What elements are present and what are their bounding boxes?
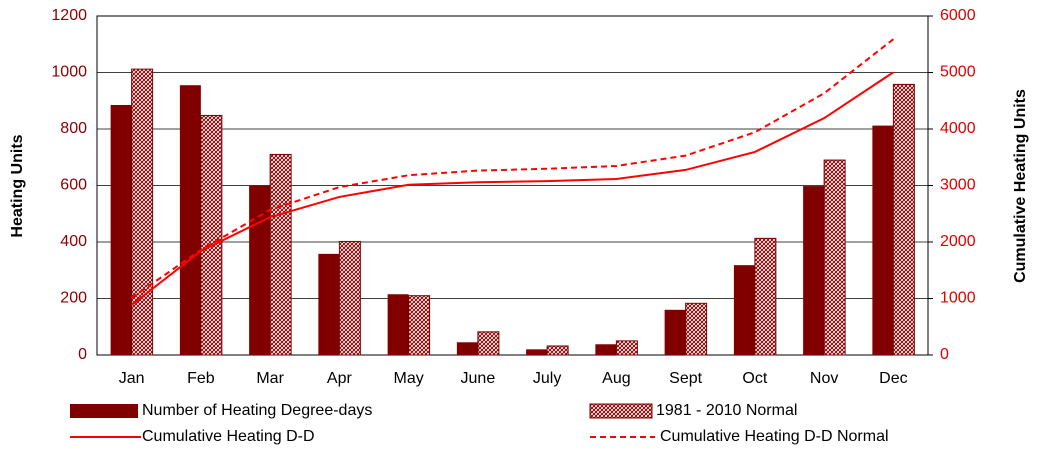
y-tick-label: 0	[78, 346, 87, 363]
y2-tick-label: 1000	[940, 290, 976, 307]
bar	[685, 302, 708, 356]
x-tick-label: Jan	[119, 370, 145, 387]
y-tick-label: 800	[60, 120, 87, 137]
bar	[823, 159, 846, 356]
y2-tick-label: 3000	[940, 177, 976, 194]
bar	[615, 340, 638, 356]
bar	[387, 294, 409, 355]
bar	[664, 309, 686, 355]
bar	[249, 185, 271, 355]
bar	[892, 83, 915, 356]
bar	[456, 342, 478, 355]
legend-label: 1981 - 2010 Normal	[656, 402, 797, 419]
bar	[200, 114, 223, 356]
y-axis-title: Heating Units	[9, 134, 26, 237]
x-tick-label: May	[394, 370, 424, 387]
bar	[338, 240, 361, 356]
x-tick-label: Mar	[256, 370, 284, 387]
x-tick-label: Apr	[327, 370, 353, 387]
x-tick-label: Nov	[810, 370, 838, 387]
y2-tick-label: 2000	[940, 233, 976, 250]
x-tick-label: July	[533, 370, 561, 387]
bar	[269, 153, 292, 356]
bar	[546, 345, 569, 356]
bar	[526, 349, 548, 355]
line	[131, 71, 894, 306]
y-tick-label: 1200	[51, 7, 87, 24]
bar	[803, 186, 825, 355]
bar	[872, 125, 894, 355]
bar	[754, 237, 777, 356]
y-tick-label: 1000	[51, 64, 87, 81]
bar	[408, 295, 431, 356]
y2-tick-label: 5000	[940, 64, 976, 81]
x-tick-label: Feb	[187, 370, 215, 387]
legend-label: Cumulative Heating D-D Normal	[660, 428, 889, 445]
y2-tick-label: 6000	[940, 7, 976, 24]
bar	[733, 265, 755, 355]
y2-tick-label: 4000	[940, 120, 976, 137]
bar	[595, 344, 617, 355]
legend-swatch	[589, 403, 653, 419]
y2-tick-label: 0	[940, 346, 949, 363]
x-tick-label: Dec	[879, 370, 907, 387]
line	[131, 38, 894, 299]
bar	[318, 253, 340, 355]
bar	[179, 85, 201, 356]
x-tick-label: Aug	[602, 370, 630, 387]
bar	[110, 104, 132, 355]
x-tick-label: June	[461, 370, 496, 387]
y-tick-label: 200	[60, 290, 87, 307]
bar	[131, 68, 154, 356]
legend-swatch	[70, 404, 138, 418]
y2-axis-title: Cumulative Heating Units	[1012, 89, 1029, 283]
y-tick-label: 400	[60, 233, 87, 250]
bar	[477, 331, 500, 356]
x-tick-label: Oct	[742, 370, 767, 387]
y-tick-label: 600	[60, 177, 87, 194]
legend-label: Cumulative Heating D-D	[142, 428, 315, 445]
plot-border	[96, 15, 929, 356]
x-tick-label: Sept	[669, 370, 702, 387]
legend-label: Number of Heating Degree-days	[142, 402, 372, 419]
